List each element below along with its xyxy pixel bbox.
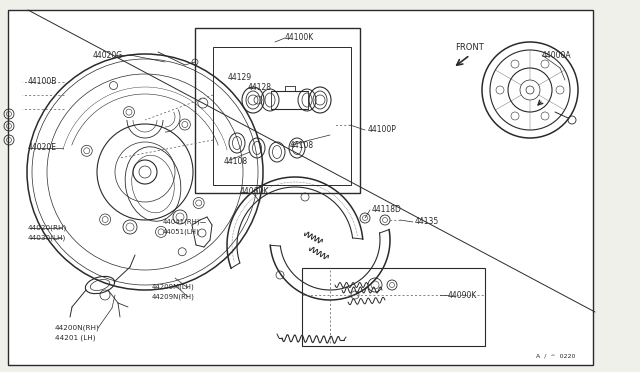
Text: 44100P: 44100P bbox=[368, 125, 397, 135]
Text: A  /  ^  0220: A / ^ 0220 bbox=[536, 353, 575, 359]
Text: 44108: 44108 bbox=[290, 141, 314, 150]
Text: 44135: 44135 bbox=[415, 218, 439, 227]
Text: 44020(RH): 44020(RH) bbox=[28, 225, 67, 231]
Bar bbox=[302, 268, 485, 346]
Text: 44100K: 44100K bbox=[285, 33, 314, 42]
Text: 44051(LH): 44051(LH) bbox=[163, 229, 200, 235]
Text: 44090K: 44090K bbox=[448, 291, 477, 299]
Text: 44041(RH): 44041(RH) bbox=[163, 219, 200, 225]
Text: 44000A: 44000A bbox=[542, 51, 572, 60]
Text: 44100B: 44100B bbox=[28, 77, 58, 87]
Text: 44020G: 44020G bbox=[93, 51, 123, 60]
Text: 44060K: 44060K bbox=[240, 187, 269, 196]
Text: 44020E: 44020E bbox=[28, 144, 57, 153]
Text: 44200N(RH): 44200N(RH) bbox=[55, 325, 100, 331]
Text: 44209M(LH): 44209M(LH) bbox=[152, 284, 195, 290]
Text: 44201 (LH): 44201 (LH) bbox=[55, 335, 95, 341]
Bar bbox=[195, 28, 360, 193]
Text: 44209N(RH): 44209N(RH) bbox=[152, 294, 195, 300]
Text: 44030(LH): 44030(LH) bbox=[28, 235, 67, 241]
Text: 44108: 44108 bbox=[224, 157, 248, 167]
Bar bbox=[213, 47, 351, 185]
Text: 44118D: 44118D bbox=[372, 205, 402, 215]
Text: 44129: 44129 bbox=[228, 74, 252, 83]
Text: 44128: 44128 bbox=[248, 83, 272, 93]
Text: FRONT: FRONT bbox=[455, 44, 484, 52]
